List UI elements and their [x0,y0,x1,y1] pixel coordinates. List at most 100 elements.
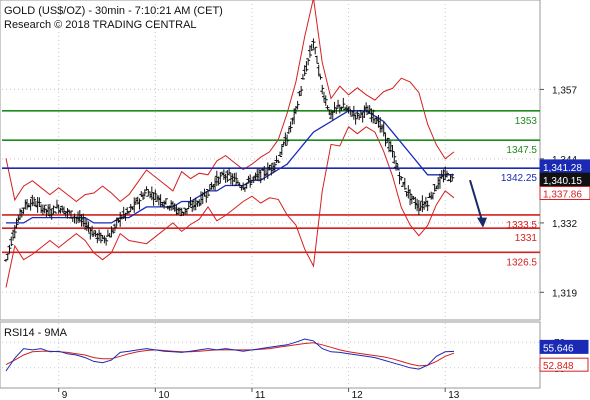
price-bar [381,121,386,137]
price-bar [9,236,14,247]
price-bar [69,210,74,219]
price-bar [395,163,400,171]
price-bar [225,170,230,183]
price-bar [32,196,37,206]
price-bar [218,172,223,183]
arrow-shaft [469,179,483,221]
price-bar [341,97,346,108]
price-bar [118,211,123,227]
price-bar [306,58,311,66]
price-bar [244,182,249,189]
price-bar [346,106,351,114]
price-bar [444,170,449,178]
moving-average-line [6,110,454,224]
price-bar [288,121,293,133]
chart-subtitle: Research © 2018 TRADING CENTRAL [4,19,197,31]
level-label: 1353 [515,116,538,127]
y-tick-label: 1,319 [552,288,577,299]
level-label: 1342.25 [501,173,538,184]
arrow-head [477,217,487,228]
price-bar [302,65,307,77]
price-bar [390,144,395,158]
price-tag-label: 1,341.28 [543,163,582,174]
price-bar [311,38,316,49]
price-bar [394,160,399,171]
price-bar [112,223,117,232]
price-bar [307,45,312,58]
price-bar [430,192,435,200]
price-bar [234,172,239,186]
price-bar [355,110,360,119]
x-tick-label: 11 [255,390,266,400]
y-tick-label: 1,357 [552,85,577,96]
price-bar [5,253,10,260]
price-bar [320,84,325,95]
price-bar [141,192,146,201]
price-bar [309,43,314,51]
bollinger-bands [5,0,455,288]
rsi-tag-box [539,357,589,372]
price-tags: 1,341.28 1,340.15 1,337.86 [539,159,590,200]
price-bar [299,85,304,96]
rsi-grid [2,323,540,387]
price-bar [111,227,116,234]
price-bar [272,161,277,173]
main-panel-frame [0,0,541,321]
level-label: 1347.5 [506,145,537,156]
x-tick-label: 13 [448,390,460,400]
price-bar [279,144,284,156]
price-bar [371,109,376,124]
price-bar [318,75,323,80]
price-bar [51,205,56,215]
level-label: 1333.5 [506,220,537,231]
level-label: 1326.5 [506,257,537,268]
price-bar [49,209,54,220]
price-bar [295,100,300,110]
time-axis: 9 10 11 12 13 [58,388,460,400]
price-bar [314,55,319,64]
price-bar [323,95,328,106]
main-grid [2,4,540,319]
price-bar [7,244,12,254]
price-bar [392,151,397,164]
key-levels: 1353 1347.5 1342.25 1333.5 1331 1326.5 [2,109,540,268]
rsi-tag-box [539,339,589,354]
y-tick-label: 1,332 [552,219,577,230]
price-bar [425,200,430,212]
price-bar [316,64,321,77]
price-bar [450,173,455,182]
rsi-panel-frame [0,321,541,389]
price-bar [283,132,288,146]
price-tag-box [539,185,590,200]
price-bar [448,174,453,183]
x-tick-label: 9 [62,390,68,400]
price-bar [104,237,109,246]
moving-average [6,110,454,224]
price-bar [163,198,168,205]
price-bar [432,184,437,192]
price-bar [98,232,103,244]
price-tag-label: 1,340.15 [543,176,582,187]
x-tick-label: 12 [352,390,364,400]
rsi-lines [5,338,455,372]
price-bar [285,134,290,145]
price-tag-label: 1,337.86 [543,189,582,200]
price-bar [237,183,242,187]
rsi-title: RSI14 - 9MA [4,327,68,339]
price-bar [399,176,404,181]
upper-band [5,0,455,203]
price-bar [402,177,407,190]
projection-arrow [469,179,487,228]
level-label: 1331 [515,233,538,244]
price-bar [325,105,330,110]
price-bar [37,197,42,207]
price-bar [153,189,158,200]
chart-title: GOLD (US$/OZ) - 30min - 7:10:21 AM (CET) [4,5,223,17]
rsi-line [5,338,455,372]
price-bar [137,198,142,210]
price-bar [248,174,253,188]
price-bar [258,170,263,184]
